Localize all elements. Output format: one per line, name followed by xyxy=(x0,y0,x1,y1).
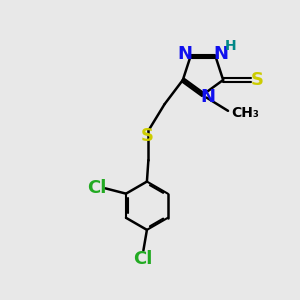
Text: H: H xyxy=(224,39,236,53)
Text: Cl: Cl xyxy=(133,250,152,268)
Text: Cl: Cl xyxy=(88,179,107,197)
Text: N: N xyxy=(178,45,193,63)
Text: S: S xyxy=(140,127,153,145)
Text: S: S xyxy=(251,71,264,89)
Text: N: N xyxy=(201,88,216,106)
Text: N: N xyxy=(213,45,228,63)
Text: CH₃: CH₃ xyxy=(232,106,260,120)
